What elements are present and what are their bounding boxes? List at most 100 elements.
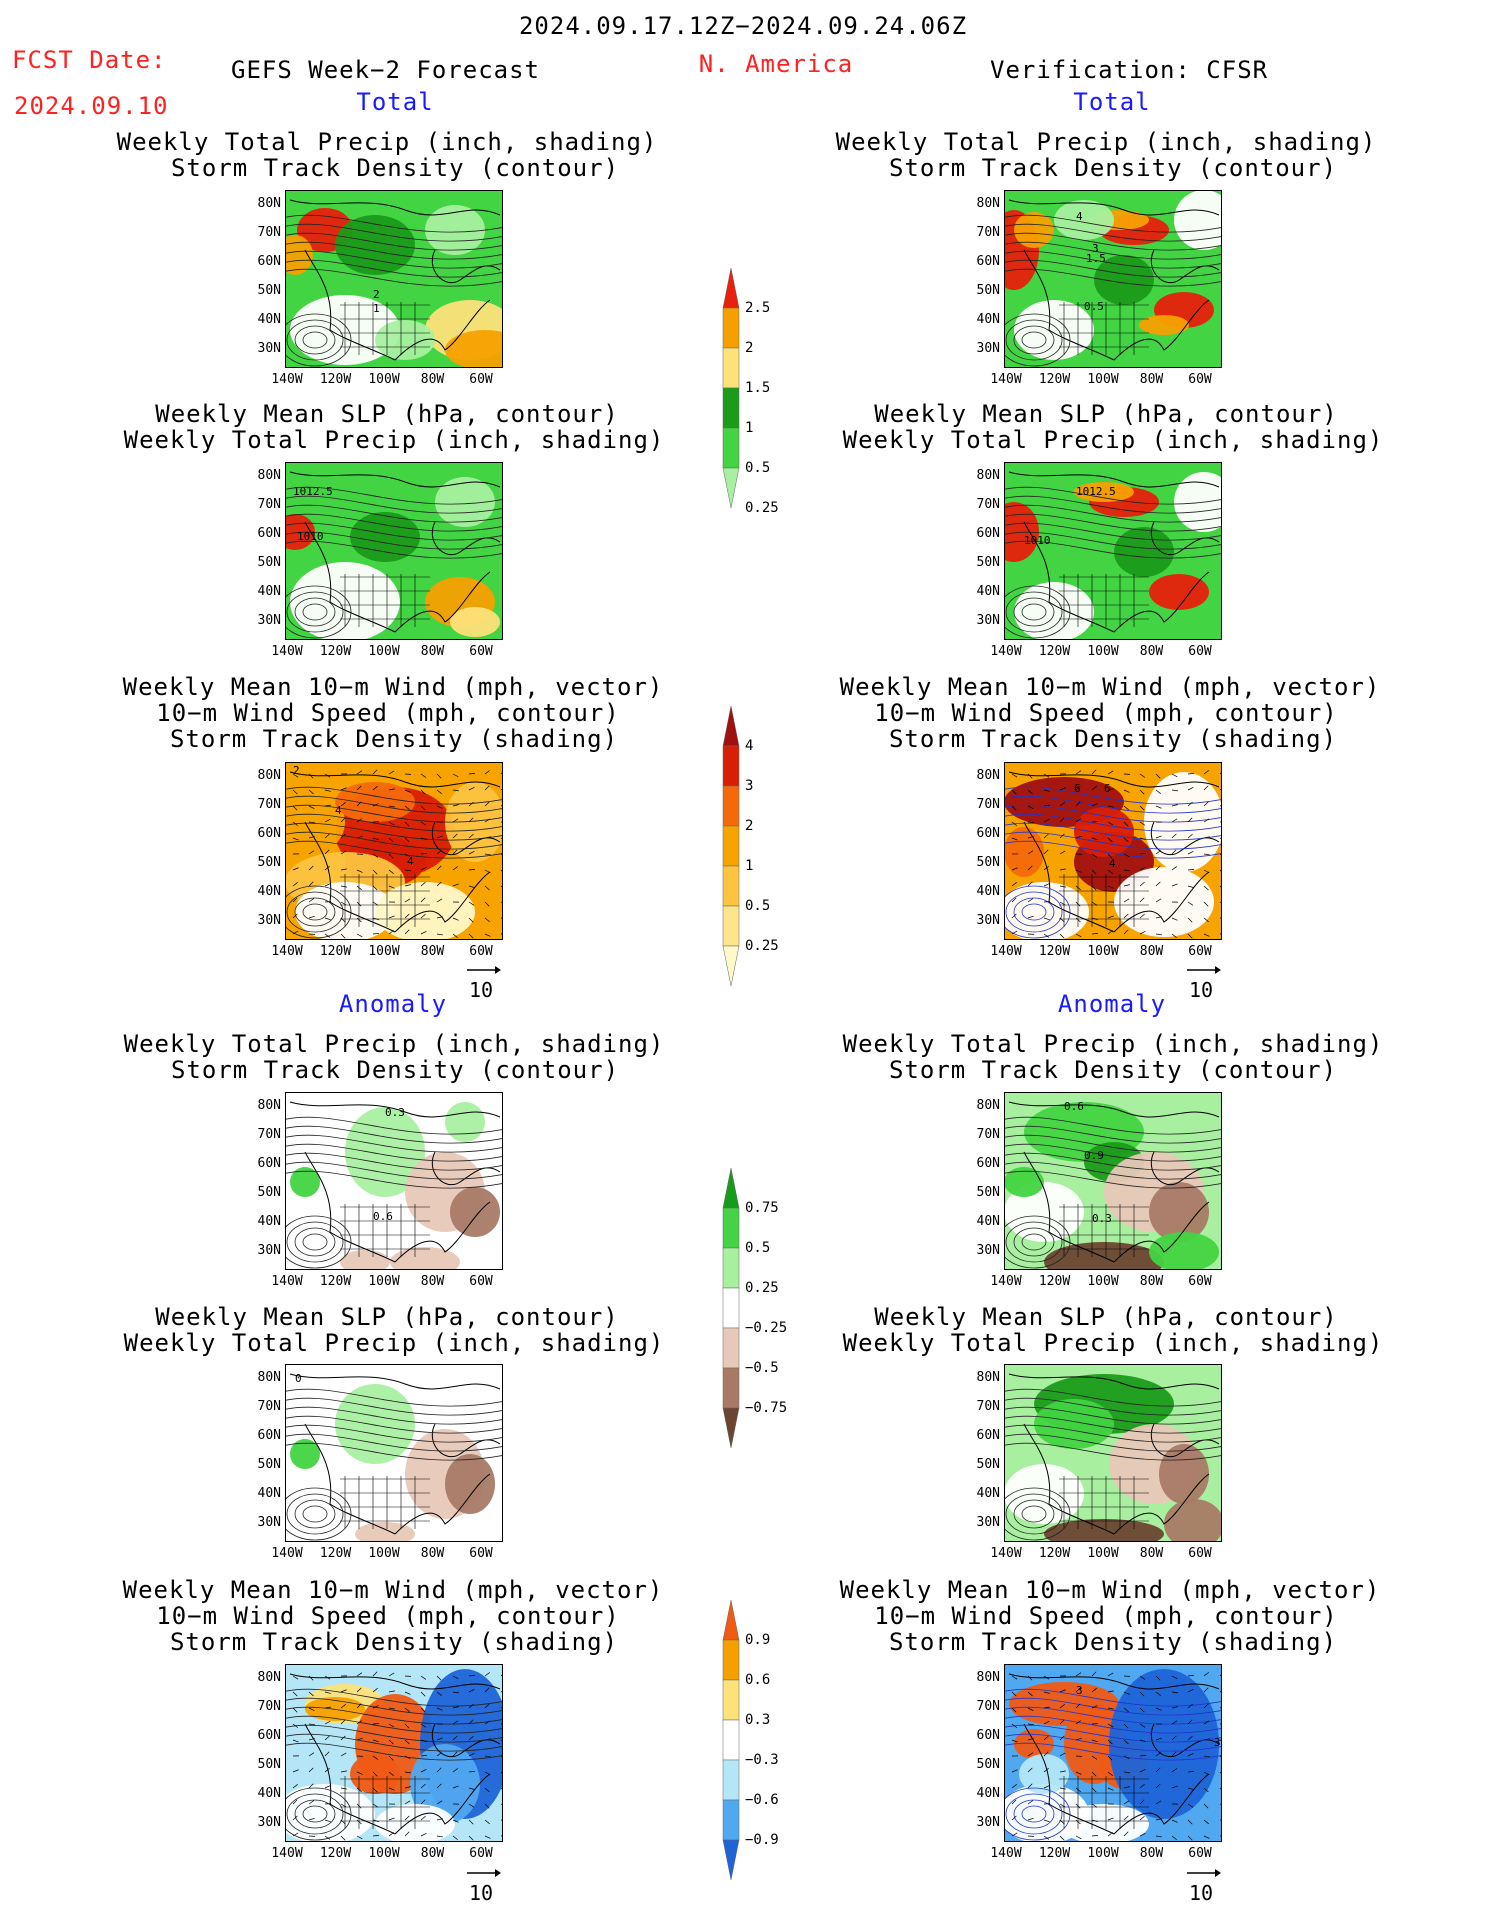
weather-map-panel: 6 6 4 — [1004, 762, 1222, 940]
contour-label: 2 — [293, 764, 300, 777]
latitude-tick-label: 60N — [257, 526, 281, 541]
longitude-tick-label: 120W — [319, 372, 352, 387]
latitude-tick-label: 80N — [976, 1670, 1000, 1685]
latitude-tick-label: 50N — [976, 1757, 1000, 1772]
colorbar-label: 0.3 — [745, 1712, 771, 1728]
left-column-title: GEFS Week−2 Forecast — [231, 56, 540, 84]
latitude-tick-label: 70N — [976, 1699, 1000, 1714]
longitude-tick-label: 140W — [990, 1274, 1022, 1289]
colorbar-label: 2 — [745, 818, 754, 834]
weather-map-panel — [285, 1664, 503, 1842]
colorbar-label: −0.9 — [745, 1832, 779, 1848]
longitude-tick-label: 60W — [469, 644, 493, 659]
latitude-tick-label: 50N — [257, 1185, 281, 1200]
latitude-tick-label: 40N — [257, 1786, 281, 1801]
longitude-tick-label: 100W — [1087, 1546, 1119, 1561]
weather-map-panel: 1012.5 1010 — [285, 462, 503, 640]
latitude-tick-label: 80N — [976, 1370, 1000, 1385]
longitude-tick-label: 80W — [420, 372, 445, 387]
colorbar-label: 0.5 — [745, 460, 771, 476]
latitude-tick-label: 40N — [976, 312, 1000, 327]
weather-map-panel: 0 — [285, 1364, 503, 1542]
colorbar-label: −0.6 — [745, 1792, 779, 1808]
fcst-date-label: FCST Date: — [12, 46, 167, 74]
latitude-tick-label: 70N — [976, 1399, 1000, 1414]
region-title: N. America — [698, 50, 854, 78]
contour-label: 3 — [1076, 1684, 1083, 1697]
colorbar-label: 1.5 — [745, 380, 771, 396]
colorbar-label: 1 — [745, 420, 754, 436]
vector-reference-label: 10 — [469, 1881, 494, 1905]
longitude-tick-label: 80W — [420, 1274, 445, 1289]
longitude-tick-label: 60W — [469, 1274, 493, 1289]
panel-title-line: Weekly Total Precip (inch, shading) — [842, 1329, 1384, 1357]
vector-reference-arrow — [465, 964, 501, 976]
latitude-tick-label: 60N — [976, 1428, 1000, 1443]
latitude-tick-label: 30N — [976, 913, 1000, 928]
longitude-tick-label: 60W — [1188, 372, 1212, 387]
latitude-tick-label: 30N — [257, 1815, 281, 1830]
contour-label: 4 — [1076, 210, 1083, 223]
latitude-tick-label: 30N — [976, 1515, 1000, 1530]
latitude-tick-label: 70N — [976, 225, 1000, 240]
longitude-tick-label: 60W — [469, 1546, 493, 1561]
latitude-tick-label: 60N — [257, 826, 281, 841]
panel-title-line: 10−m Wind Speed (mph, contour) — [874, 699, 1338, 727]
longitude-tick-label: 100W — [1087, 1274, 1119, 1289]
latitude-tick-label: 30N — [257, 1243, 281, 1258]
panel-title-line: Weekly Mean SLP (hPa, contour) — [874, 400, 1338, 428]
map-canvas: 21 — [285, 190, 503, 368]
map-canvas: 2 4 4 — [285, 762, 503, 940]
panel-title-line: 10−m Wind Speed (mph, contour) — [156, 699, 620, 727]
latitude-tick-label: 60N — [976, 1728, 1000, 1743]
longitude-tick-label: 140W — [990, 944, 1022, 959]
longitude-tick-label: 60W — [1188, 1274, 1212, 1289]
colorbar-segment — [722, 1639, 740, 1681]
map-canvas: 0.3 0.6 — [285, 1092, 503, 1270]
latitude-tick-label: 80N — [257, 1670, 281, 1685]
colorbar-label: −0.3 — [745, 1752, 779, 1768]
longitude-tick-label: 120W — [1038, 944, 1071, 959]
map-canvas: 0.6 0.9 0.3 — [1004, 1092, 1222, 1270]
longitude-tick-label: 140W — [271, 644, 303, 659]
panel-title-line: Weekly Mean 10−m Wind (mph, vector) — [122, 673, 664, 701]
contour-label: 0.6 — [1064, 1100, 1084, 1113]
latitude-tick-label: 50N — [257, 1757, 281, 1772]
colorbar-segment — [722, 1247, 740, 1289]
longitude-tick-label: 60W — [1188, 1546, 1212, 1561]
latitude-tick-label: 30N — [257, 341, 281, 356]
colorbar-segment — [722, 1207, 740, 1249]
contour-label: 0.3 — [385, 1106, 405, 1119]
latitude-tick-label: 80N — [976, 768, 1000, 783]
colorbar-label: 0.25 — [745, 500, 779, 516]
colorbar-anom-storm — [721, 1599, 741, 1914]
longitude-tick-label: 120W — [319, 1846, 352, 1861]
contour-label: 0 — [295, 1372, 302, 1385]
latitude-tick-label: 60N — [976, 254, 1000, 269]
contour-label: 1010 — [1024, 534, 1051, 547]
colorbar-segment — [722, 745, 740, 787]
panel-title-line: Storm Track Density (contour) — [170, 154, 620, 182]
colorbar-segment — [722, 905, 740, 947]
contour-label: 6 — [1074, 782, 1081, 795]
colorbar-label: 0.9 — [745, 1632, 771, 1648]
latitude-tick-label: 60N — [976, 1156, 1000, 1171]
longitude-tick-label: 100W — [368, 1546, 400, 1561]
latitude-tick-label: 80N — [257, 768, 281, 783]
latitude-tick-label: 30N — [257, 913, 281, 928]
latitude-tick-label: 60N — [257, 1728, 281, 1743]
longitude-tick-label: 100W — [368, 372, 400, 387]
right-anomaly-section-label: Anomaly — [1057, 990, 1167, 1018]
colorbar-total-storm — [721, 705, 741, 1020]
map-canvas: 33 — [1004, 1664, 1222, 1842]
vector-reference-label: 10 — [469, 978, 494, 1002]
longitude-tick-label: 140W — [271, 1546, 303, 1561]
longitude-tick-label: 120W — [1038, 1846, 1071, 1861]
longitude-tick-label: 140W — [990, 372, 1022, 387]
latitude-tick-label: 50N — [257, 283, 281, 298]
colorbar-segment — [722, 825, 740, 867]
panel-title-line: Weekly Mean SLP (hPa, contour) — [874, 1303, 1338, 1331]
latitude-tick-label: 30N — [257, 1515, 281, 1530]
latitude-tick-label: 70N — [257, 497, 281, 512]
latitude-tick-label: 50N — [976, 1457, 1000, 1472]
